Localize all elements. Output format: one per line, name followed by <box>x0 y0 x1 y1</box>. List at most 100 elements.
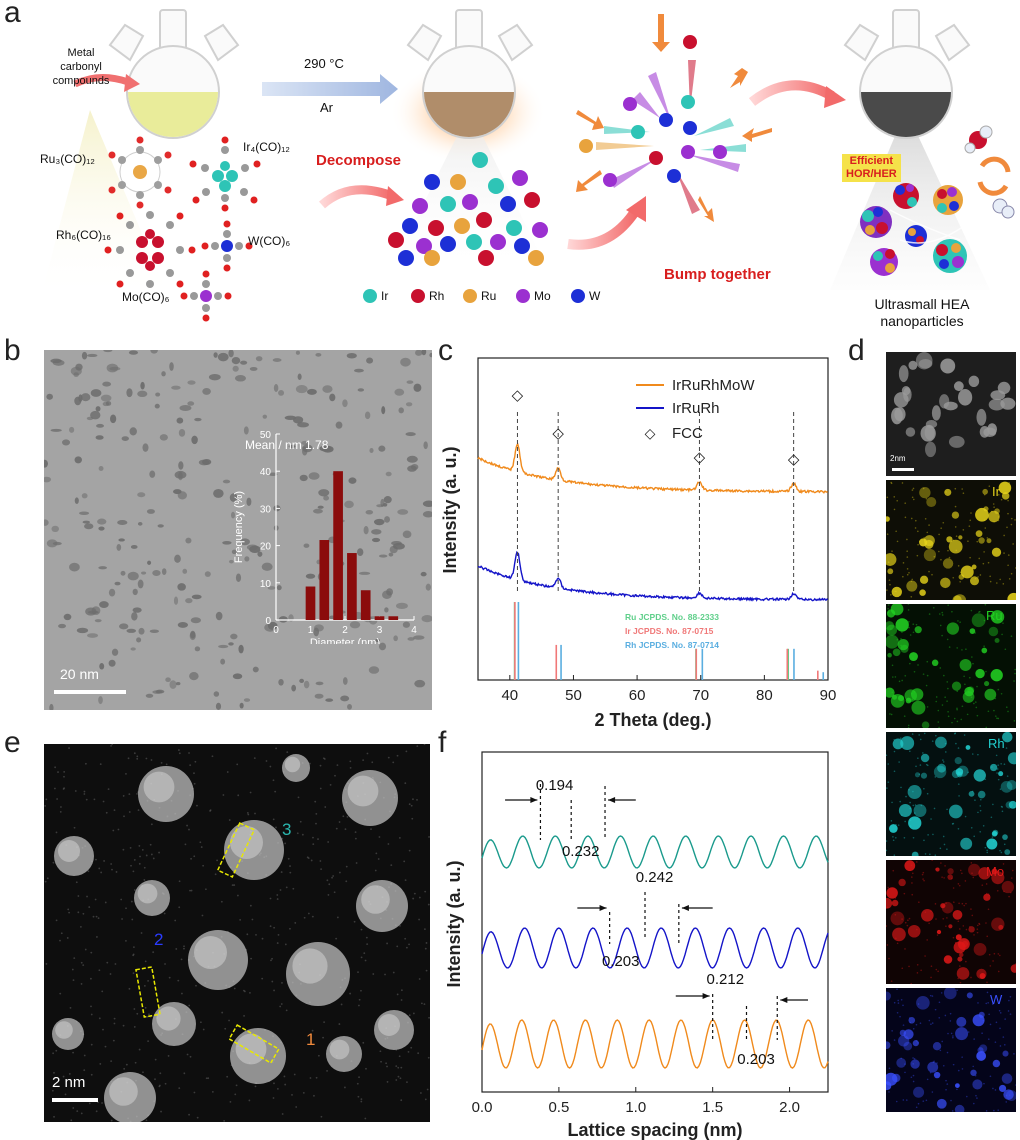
scale-bar-b <box>54 690 126 694</box>
map-noise <box>916 861 918 863</box>
map-noise <box>900 737 902 740</box>
map-noise <box>893 738 896 741</box>
xrd-x-tick-label: 60 <box>629 687 646 704</box>
map-noise <box>973 702 975 705</box>
map-signal <box>923 548 937 562</box>
map-signal <box>981 647 988 654</box>
map-noise <box>986 537 989 539</box>
map-noise <box>1002 622 1004 624</box>
map-noise <box>902 562 905 564</box>
map-noise <box>976 928 979 930</box>
map-noise <box>956 707 958 710</box>
map-signal <box>952 595 962 600</box>
map-signal <box>926 497 937 508</box>
map-signal <box>920 753 930 763</box>
map-signal <box>896 1058 907 1068</box>
map-signal <box>911 700 926 715</box>
map-signal <box>1010 964 1016 973</box>
map-noise <box>1004 1018 1006 1020</box>
map-signal <box>954 1104 965 1112</box>
map-noise <box>923 839 925 842</box>
map-noise <box>1005 747 1008 749</box>
map-signal <box>975 507 989 522</box>
map-noise <box>887 561 890 564</box>
map-signal <box>907 924 921 938</box>
map-noise <box>908 788 910 791</box>
map-noise <box>942 835 945 838</box>
map-noise <box>957 747 960 749</box>
map-noise <box>974 799 976 801</box>
haadf-particle <box>931 405 941 421</box>
map-noise <box>929 994 932 997</box>
map-noise <box>996 582 998 584</box>
map-signal <box>991 871 1005 885</box>
annotation-0194: 0.194 <box>536 777 574 794</box>
map-noise <box>891 801 893 804</box>
fcc-peak-marker: ◇ <box>694 448 706 466</box>
haadf-particle <box>898 365 909 383</box>
scale-bar-e-label: 2 nm <box>52 1074 86 1091</box>
map-noise <box>993 709 995 712</box>
map-noise <box>979 831 982 833</box>
map-noise <box>1013 720 1016 722</box>
map-noise <box>957 977 960 980</box>
map-noise <box>887 763 890 765</box>
map-noise <box>912 1080 915 1083</box>
map-noise <box>900 814 903 816</box>
molecule-rh6-icon <box>104 211 196 288</box>
map-noise <box>973 934 975 936</box>
size-histogram: 0 10 20 30 40 50 0 1 2 3 4 Diameter (nm) Frequency (… <box>233 430 417 644</box>
map-signal <box>1002 834 1008 840</box>
map-noise <box>946 848 948 851</box>
map-signal <box>890 694 905 708</box>
product-label: Ultrasmall HEA nanoparticles <box>852 296 992 330</box>
map-noise <box>915 623 918 626</box>
map-noise <box>984 846 987 849</box>
histogram-y-tick-label: 20 <box>260 542 272 553</box>
map-noise <box>887 781 890 783</box>
histogram-x-label: Diameter (nm) <box>310 637 380 644</box>
map-noise <box>926 706 929 708</box>
map-signal <box>991 547 1002 557</box>
map-noise <box>1003 843 1006 846</box>
map-noise <box>912 623 915 626</box>
map-noise <box>935 968 938 971</box>
legend-ir: Ir <box>381 289 389 303</box>
map-noise <box>998 493 1000 496</box>
map-ir: Ir <box>886 480 1016 600</box>
map-signal <box>886 887 898 899</box>
line-profile-chart: 0.0 0.5 1.0 1.5 2.0 Lattice spacing (nm) Inten… <box>444 751 829 1140</box>
map-signal <box>908 1016 916 1024</box>
map-signal <box>986 538 992 544</box>
histogram-x-tick-label: 0 <box>273 625 279 636</box>
map-noise <box>952 822 955 825</box>
map-noise <box>888 957 890 960</box>
map-noise <box>989 1075 992 1078</box>
xrd-x-label: 2 Theta (deg.) <box>594 710 711 730</box>
map-signal <box>975 668 985 679</box>
map-noise <box>994 715 997 717</box>
map-noise <box>908 626 910 629</box>
map-noise <box>964 683 966 686</box>
map-noise <box>1009 995 1012 998</box>
map-noise <box>958 928 961 930</box>
map-noise <box>922 871 925 874</box>
scale-bar-e <box>52 1098 98 1102</box>
map-noise <box>982 1050 985 1053</box>
map-signal <box>897 638 909 651</box>
map-noise <box>926 764 929 767</box>
map-noise <box>1002 583 1005 585</box>
map-noise <box>997 688 1000 691</box>
map-noise <box>942 761 945 763</box>
map-noise <box>967 1031 970 1033</box>
fcc-peak-marker: ◇ <box>788 450 800 468</box>
haadf-particle <box>940 358 956 374</box>
map-noise <box>986 981 988 984</box>
map-signal <box>969 628 976 634</box>
map-noise <box>990 510 993 513</box>
profile-x-label: Lattice spacing (nm) <box>567 1120 742 1140</box>
map-noise <box>992 503 995 505</box>
map-noise <box>959 869 962 872</box>
map-noise <box>961 872 963 875</box>
map-signal <box>956 967 970 980</box>
